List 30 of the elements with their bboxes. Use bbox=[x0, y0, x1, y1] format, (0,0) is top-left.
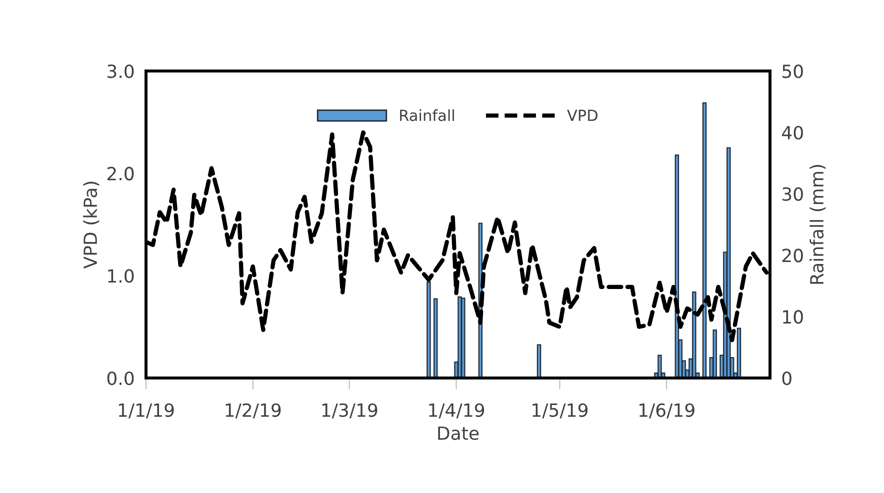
y-tick-label: 0.0 bbox=[107, 371, 134, 386]
bar bbox=[702, 102, 707, 378]
y2-tick-label: 10 bbox=[783, 310, 803, 324]
bar bbox=[658, 354, 662, 378]
y2-tick-label: 0 bbox=[782, 371, 792, 386]
y-axis-title: VPD (kPa) bbox=[83, 182, 100, 269]
bar bbox=[461, 298, 466, 378]
y-tick-label: 3.0 bbox=[108, 64, 134, 78]
y2-tick-label: 40 bbox=[782, 126, 803, 140]
x-axis-title: Date bbox=[438, 426, 479, 440]
bar bbox=[536, 344, 542, 378]
x-tick-label: 1/2/19 bbox=[226, 403, 281, 418]
bar bbox=[426, 282, 431, 378]
legend-label: Rainfall bbox=[400, 109, 454, 122]
y2-tick-label: 20 bbox=[782, 248, 803, 262]
x-tick-label: 1/1/19 bbox=[118, 403, 174, 418]
bar bbox=[712, 330, 717, 378]
bar bbox=[736, 328, 742, 378]
bar bbox=[692, 291, 696, 378]
y2-axis-title: Rainfall (mm) bbox=[810, 164, 826, 284]
y-tick-label: 2.0 bbox=[108, 166, 134, 180]
x-tick-label: 1/6/19 bbox=[640, 403, 694, 418]
y2-tick-label: 50 bbox=[782, 64, 803, 78]
x-tick-label: 1/4/19 bbox=[429, 403, 484, 418]
legend-label: VPD bbox=[567, 110, 598, 121]
x-tick-label: 1/5/19 bbox=[532, 403, 588, 418]
bar bbox=[433, 298, 438, 378]
y2-tick-label: 30 bbox=[782, 187, 803, 201]
y-tick-label: 1.0 bbox=[108, 269, 134, 283]
x-tick-label: 1/3/19 bbox=[322, 403, 378, 418]
